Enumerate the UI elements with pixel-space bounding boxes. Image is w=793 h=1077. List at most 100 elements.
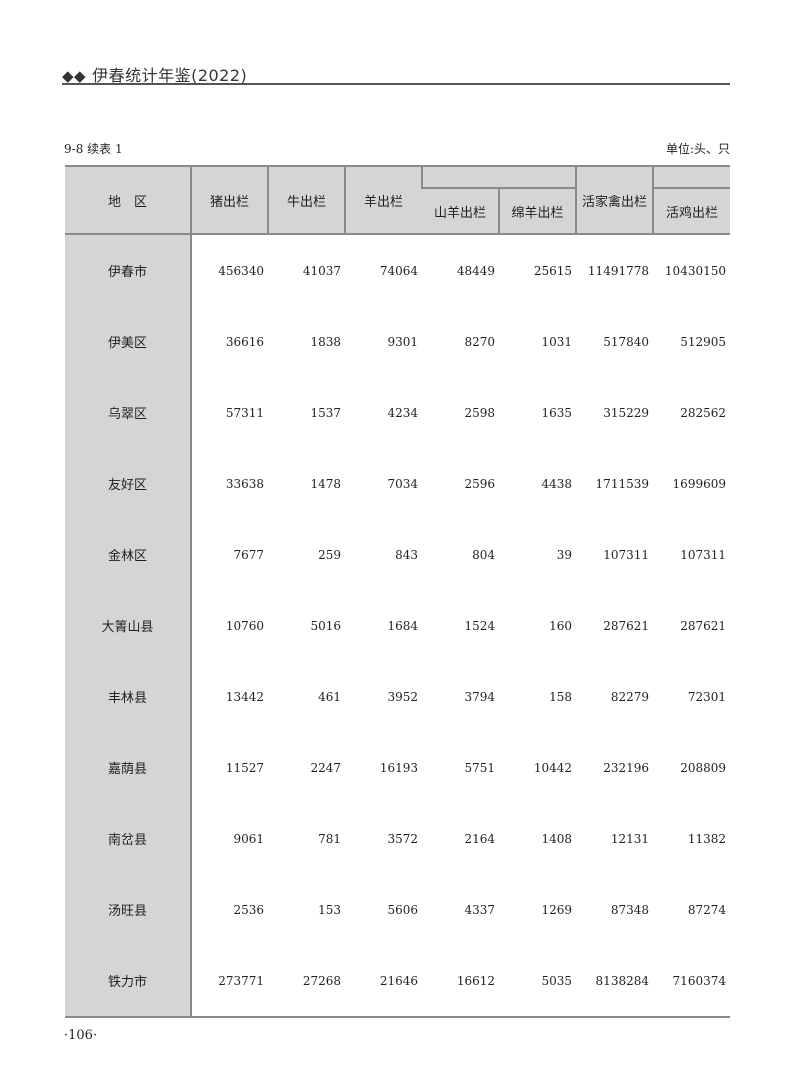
value-cell: 5751 (464, 760, 495, 775)
value-cell: 82279 (610, 689, 649, 704)
value-cell: 25615 (533, 263, 572, 278)
table-row: 伊美区 36616 1838 9301 8270 1031 517840 512905 (65, 306, 730, 377)
value-cell: 5606 (387, 902, 418, 917)
region-cell: 乌翠区 (65, 377, 192, 448)
value-cell: 57311 (225, 405, 264, 420)
region-cell: 金林区 (65, 519, 192, 590)
value-cell: 87274 (687, 902, 726, 917)
yearbook-title: 伊春统计年鉴(2022) (92, 66, 248, 85)
value-cell: 287621 (680, 618, 726, 633)
value-cell: 4337 (464, 902, 495, 917)
value-cell: 9061 (233, 831, 264, 846)
value-cell: 11382 (687, 831, 726, 846)
table-row: 伊春市 456340 41037 74064 48449 25615 11491778 104… (65, 234, 730, 306)
table-id: 9-8 续表 1 (64, 142, 123, 156)
value-cell: 160 (549, 618, 572, 633)
table-row: 大箐山县 10760 5016 1684 1524 160 287621 287621 (65, 590, 730, 661)
header-region: 地 区 (65, 165, 191, 235)
table-body: 伊春市 456340 41037 74064 48449 25615 11491778 104… (65, 234, 730, 1018)
header-sheep-goat: 羊出栏 (344, 165, 422, 235)
value-cell: 13442 (225, 689, 264, 704)
value-cell: 315229 (603, 405, 649, 420)
value-cell: 1269 (541, 902, 572, 917)
value-cell: 36616 (225, 334, 264, 349)
table-row: 丰林县 13442 461 3952 3794 158 82279 72301 (65, 661, 730, 732)
value-cell: 3952 (387, 689, 418, 704)
value-cell: 7160374 (653, 945, 730, 1018)
value-cell: 74064 (379, 263, 418, 278)
value-cell: 232196 (603, 760, 649, 775)
value-cell: 1838 (310, 334, 341, 349)
header-pig: 猪出栏 (190, 165, 268, 235)
table-row: 嘉荫县 11527 2247 16193 5751 10442 232196 208809 (65, 732, 730, 803)
value-cell: 8138284 (576, 945, 653, 1018)
value-cell: 282562 (680, 405, 726, 420)
table-row: 友好区 33638 1478 7034 2596 4438 1711539 1699609 (65, 448, 730, 519)
value-cell: 153 (318, 902, 341, 917)
value-cell: 461 (318, 689, 341, 704)
value-cell: 2598 (464, 405, 495, 420)
header-cattle: 牛出栏 (267, 165, 345, 235)
value-cell: 16612 (422, 945, 499, 1018)
table-row: 金林区 7677 259 843 804 39 107311 107311 (65, 519, 730, 590)
value-cell: 11491778 (587, 263, 649, 278)
diamond-marker-icon: ◆◆ (62, 67, 87, 85)
value-cell: 39 (556, 547, 572, 562)
running-head: ◆◆ 伊春统计年鉴(2022) (62, 62, 247, 86)
livestock-table: 地 区 猪出栏 牛出栏 羊出栏 活家禽出栏 山羊出栏 绵羊出栏 活鸡出栏 伊春市… (65, 165, 730, 1018)
region-cell: 汤旺县 (65, 874, 192, 945)
region-cell: 南岔县 (65, 803, 192, 874)
table-row: 汤旺县 2536 153 5606 4337 1269 87348 87274 (65, 874, 730, 945)
value-cell: 1408 (541, 831, 572, 846)
value-cell: 72301 (687, 689, 726, 704)
value-cell: 1699609 (672, 476, 726, 491)
value-cell: 41037 (302, 263, 341, 278)
value-cell: 9301 (387, 334, 418, 349)
header-rule (62, 83, 730, 85)
value-cell: 5016 (310, 618, 341, 633)
value-cell: 1031 (541, 334, 572, 349)
value-cell: 3572 (387, 831, 418, 846)
header-sheep: 绵羊出栏 (498, 187, 576, 235)
region-cell: 嘉荫县 (65, 732, 192, 803)
page-number: ·106· (64, 1028, 98, 1043)
header-chicken: 活鸡出栏 (652, 187, 730, 235)
table-row: 乌翠区 57311 1537 4234 2598 1635 315229 282562 (65, 377, 730, 448)
value-cell: 7034 (387, 476, 418, 491)
value-cell: 1711539 (595, 476, 649, 491)
value-cell: 33638 (225, 476, 264, 491)
value-cell: 2247 (310, 760, 341, 775)
value-cell: 16193 (379, 760, 418, 775)
value-cell: 4438 (541, 476, 572, 491)
region-cell: 铁力市 (65, 945, 192, 1018)
value-cell: 781 (318, 831, 341, 846)
value-cell: 1524 (464, 618, 495, 633)
value-cell: 8270 (464, 334, 495, 349)
value-cell: 158 (549, 689, 572, 704)
value-cell: 512905 (680, 334, 726, 349)
header-goat: 山羊出栏 (422, 187, 499, 235)
value-cell: 27268 (268, 945, 345, 1018)
value-cell: 273771 (191, 945, 268, 1018)
value-cell: 11527 (225, 760, 264, 775)
value-cell: 287621 (603, 618, 649, 633)
table-row: 南岔县 9061 781 3572 2164 1408 12131 11382 (65, 803, 730, 874)
value-cell: 21646 (345, 945, 422, 1018)
value-cell: 1478 (310, 476, 341, 491)
value-cell: 10442 (533, 760, 572, 775)
value-cell: 12131 (610, 831, 649, 846)
value-cell: 456340 (218, 263, 264, 278)
header-sheep-goat-group (421, 165, 576, 189)
value-cell: 107311 (603, 547, 649, 562)
header-poultry: 活家禽出栏 (575, 165, 653, 235)
value-cell: 10760 (225, 618, 264, 633)
value-cell: 1635 (541, 405, 572, 420)
value-cell: 2596 (464, 476, 495, 491)
value-cell: 517840 (603, 334, 649, 349)
value-cell: 2536 (233, 902, 264, 917)
table-row: 铁力市 273771 27268 21646 16612 5035 8138284 71603… (65, 945, 730, 1018)
region-cell: 丰林县 (65, 661, 192, 732)
unit-label: 单位:头、只 (665, 142, 730, 156)
value-cell: 10430150 (664, 263, 726, 278)
value-cell: 87348 (610, 902, 649, 917)
